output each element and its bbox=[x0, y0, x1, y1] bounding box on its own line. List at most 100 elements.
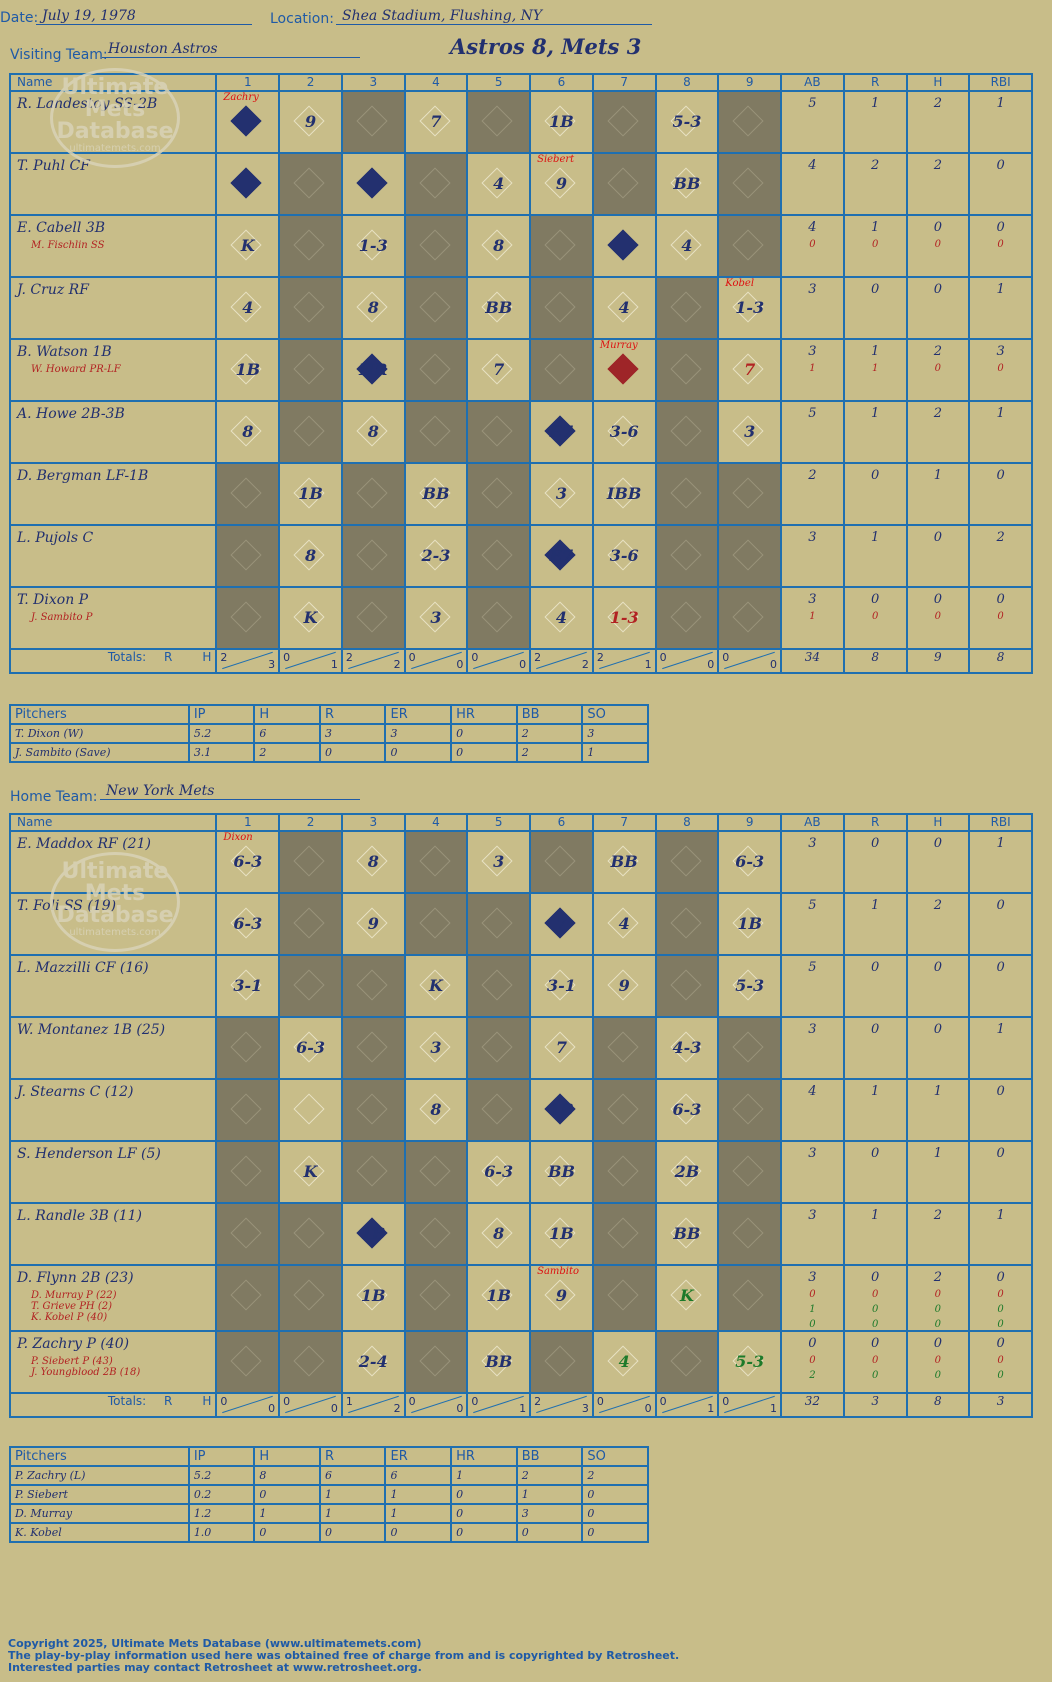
name-column-header: Name bbox=[8, 813, 218, 832]
base-diamond bbox=[356, 1155, 388, 1187]
inning-cell: 3-6 bbox=[591, 524, 657, 588]
batter-row: T. Dixon P J. Sambito P K 3 4 1-3 3 1 0 0 0 0 0 0 bbox=[8, 586, 1033, 650]
inning-hits: 2 bbox=[393, 1402, 401, 1415]
pitcher-header: IP bbox=[187, 704, 256, 725]
base-diamond bbox=[230, 1279, 262, 1311]
base-diamond bbox=[230, 167, 262, 199]
inning-header: 8 bbox=[654, 813, 720, 832]
home-scorecard: Name 1 2 3 4 5 6 7 8 9 AB R H RBI E. Maddox RF (21) Dix… bbox=[8, 813, 1033, 1418]
substitute-stat: 0 bbox=[997, 1355, 1004, 1366]
inning-runs: 0 bbox=[408, 651, 416, 664]
team-total-stat: 8 bbox=[842, 648, 908, 674]
inning-hits: 1 bbox=[330, 658, 338, 671]
base-diamond bbox=[230, 539, 262, 571]
play-result: K bbox=[303, 1162, 318, 1181]
batter-stat: 2 bbox=[905, 400, 971, 464]
inning-cell: HR bbox=[340, 338, 406, 402]
inning-cell: 3-1 bbox=[529, 954, 594, 1018]
play-result: 3-6 bbox=[609, 546, 639, 565]
pitcher-cell: 2 bbox=[581, 1465, 649, 1486]
inning-cell: 6-3 bbox=[466, 1140, 532, 1204]
inning-cell: BB bbox=[654, 152, 720, 216]
inning-hits: 1 bbox=[644, 658, 652, 671]
inning-runs: 2 bbox=[534, 1395, 542, 1408]
inning-cell: 3-1 bbox=[215, 954, 281, 1018]
play-result: BB bbox=[673, 1224, 701, 1243]
substitute-stat: 1 bbox=[809, 611, 816, 622]
pitcher-cell: 1 bbox=[318, 1484, 387, 1505]
pitcher-cell: 1 bbox=[253, 1503, 321, 1524]
base-diamond bbox=[607, 1031, 639, 1063]
base-diamond bbox=[230, 1217, 262, 1249]
stat-header: AB bbox=[780, 813, 845, 832]
base-diamond bbox=[732, 1031, 764, 1063]
pitcher-note: Sambito bbox=[537, 1266, 580, 1277]
game-title: Astros 8, Mets 3 bbox=[450, 34, 642, 59]
inning-runs: 1 bbox=[345, 1395, 353, 1408]
home-team-label: Home Team: bbox=[10, 789, 98, 805]
inning-cell bbox=[466, 524, 532, 588]
batter-stat: 0 bbox=[842, 276, 908, 340]
batter-cell: W. Montanez 1B (25) bbox=[8, 1016, 218, 1080]
substitute-stat: 0 bbox=[997, 239, 1004, 250]
inning-cell: 3 bbox=[403, 586, 469, 650]
play-result: 3-1 bbox=[547, 976, 576, 995]
substitute-stat: 0 bbox=[809, 239, 816, 250]
inning-header: 3 bbox=[340, 73, 406, 92]
inning-cell: 8 bbox=[340, 400, 406, 464]
inning-cell bbox=[466, 90, 532, 154]
inning-cell bbox=[403, 214, 469, 278]
inning-cell: BB bbox=[591, 830, 657, 894]
inning-cell bbox=[466, 892, 532, 956]
substitute-stat: 1 bbox=[809, 1304, 816, 1315]
substitute-stat: 0 bbox=[871, 1289, 879, 1300]
inning-cell bbox=[278, 338, 343, 402]
location-label: Location: bbox=[270, 11, 334, 27]
base-diamond bbox=[356, 601, 388, 633]
base-diamond bbox=[419, 1217, 451, 1249]
base-diamond bbox=[670, 1345, 702, 1377]
substitute-stat: 0 bbox=[934, 363, 942, 374]
base-diamond bbox=[293, 1345, 325, 1377]
play-result: 1-3 bbox=[735, 298, 765, 317]
inning-cell bbox=[529, 214, 594, 278]
inning-runs: 2 bbox=[534, 651, 542, 664]
base-diamond bbox=[670, 969, 702, 1001]
pitcher-cell: 0 bbox=[450, 1484, 518, 1505]
batter-stat: 1 bbox=[968, 400, 1033, 464]
batter-row: D. Flynn 2B (23) D. Murray P (22) T. Griev… bbox=[8, 1264, 1033, 1332]
inning-header: 7 bbox=[591, 73, 657, 92]
pitcher-cell: T. Dixon (W) bbox=[9, 723, 190, 744]
base-diamond bbox=[607, 1093, 639, 1125]
pitcher-cell: 3 bbox=[318, 723, 387, 744]
inning-cell bbox=[215, 462, 281, 526]
inning-cell bbox=[591, 1264, 657, 1332]
pitcher-cell: 1 bbox=[515, 1484, 584, 1505]
substitute-stat: 0 bbox=[934, 1304, 942, 1315]
batter-stat: 3 bbox=[780, 830, 845, 894]
inning-hits: 1 bbox=[770, 1402, 778, 1415]
batter-stat: 1 bbox=[905, 1140, 971, 1204]
inning-cell: 4 bbox=[654, 214, 720, 278]
inning-hits: 3 bbox=[581, 1402, 589, 1415]
inning-cell bbox=[278, 892, 343, 956]
inning-cell bbox=[215, 524, 281, 588]
base-diamond bbox=[356, 1093, 388, 1125]
batter-cell: L. Mazzilli CF (16) bbox=[8, 954, 218, 1018]
pitcher-cell: 2 bbox=[253, 742, 321, 763]
inning-cell: K bbox=[278, 586, 343, 650]
inning-cell: E7 bbox=[529, 524, 594, 588]
substitute-stat: 0 bbox=[934, 1319, 942, 1330]
stat-header: RBI bbox=[968, 813, 1033, 832]
substitute-stat: 0 bbox=[997, 1370, 1004, 1381]
base-diamond bbox=[419, 353, 451, 385]
substitute-stat: 0 bbox=[997, 611, 1004, 622]
base-diamond bbox=[670, 415, 702, 447]
batter-name: W. Montanez 1B (25) bbox=[17, 1022, 166, 1038]
inning-cell bbox=[340, 954, 406, 1018]
